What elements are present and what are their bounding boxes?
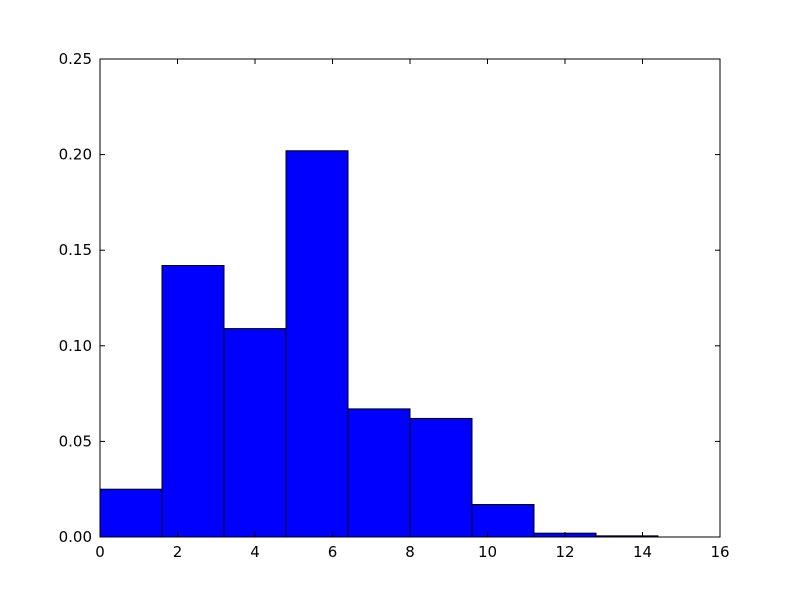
histogram-bar-1: [161, 264, 225, 538]
x-tick-label: 14: [633, 543, 652, 561]
histogram-bar-5: [409, 417, 473, 538]
histogram-bar-0: [99, 488, 163, 538]
x-tick-label: 6: [328, 543, 338, 561]
y-tick-label: 0.15: [59, 241, 92, 259]
y-tick-label: 0.25: [59, 50, 92, 68]
x-tick-label: 8: [405, 543, 415, 561]
x-tick-label: 10: [478, 543, 497, 561]
y-tick-label: 0.20: [59, 146, 92, 164]
x-tick-label: 12: [555, 543, 574, 561]
y-tick-label: 0.10: [59, 337, 92, 355]
tick-labels-layer: 0 2 4 6 8 10 12 14 16 0.00 0.05 0.10 0.15 0.20 0.25: [59, 50, 730, 561]
bars-layer: [99, 150, 659, 538]
histogram-bar-4: [347, 408, 411, 538]
histogram-bar-2: [223, 328, 287, 538]
x-tick-label: 0: [95, 543, 105, 561]
y-tick-label: 0.00: [59, 528, 92, 546]
plot-area-frame: [99, 58, 721, 538]
y-tick-label: 0.05: [59, 432, 92, 450]
histogram-bar-3: [285, 150, 349, 538]
histogram-bar-6: [471, 503, 535, 538]
x-tick-label: 4: [250, 543, 260, 561]
x-tick-label: 2: [173, 543, 183, 561]
x-tick-label: 16: [710, 543, 729, 561]
